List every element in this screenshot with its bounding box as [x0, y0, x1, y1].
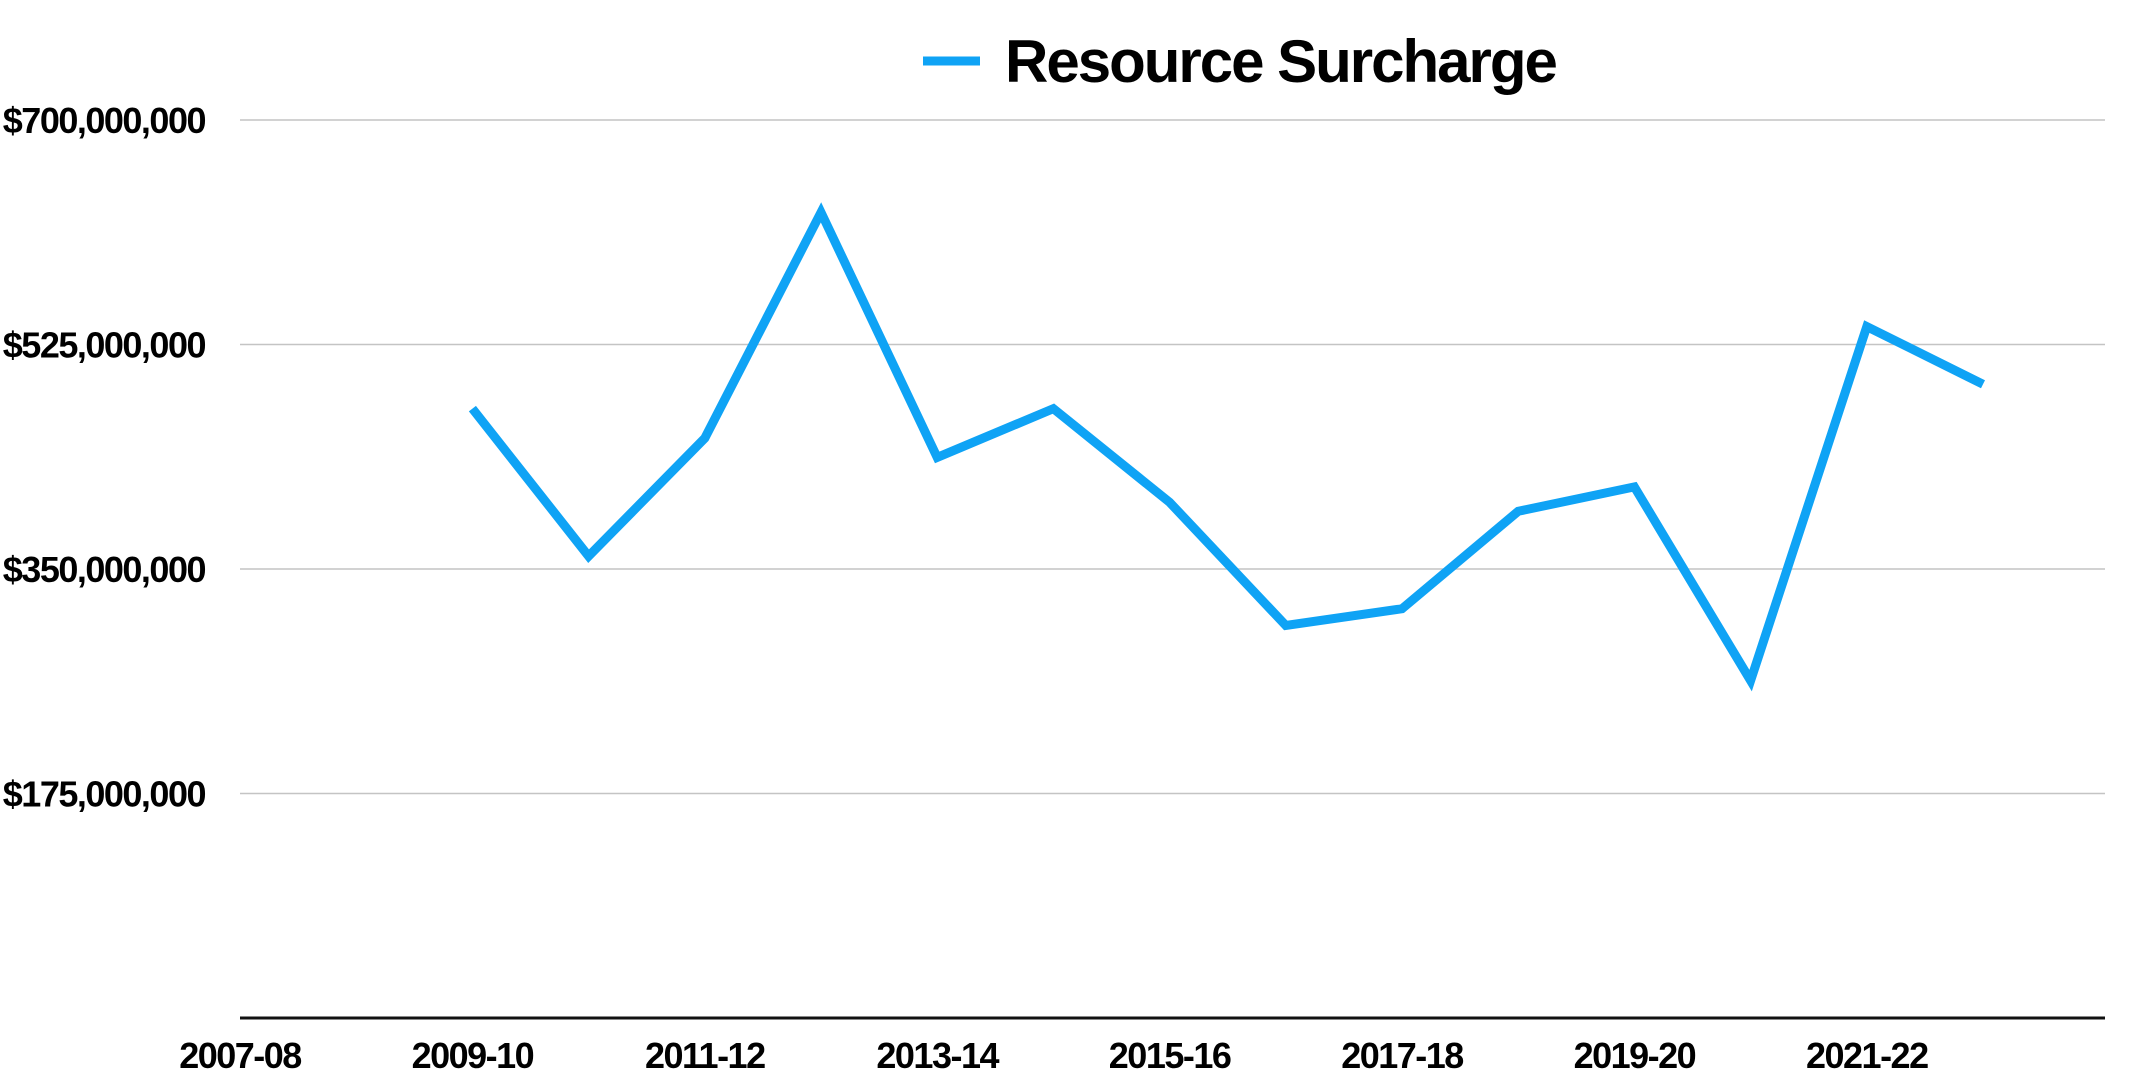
- y-axis-tick-labels: $175,000,000 $350,000,000 $525,000,000 $700…: [3, 100, 207, 815]
- x-tick-label: 2011-12: [645, 1035, 765, 1076]
- gridlines: [240, 119, 2105, 795]
- x-tick-label: 2013-14: [876, 1035, 999, 1076]
- y-tick-label: $700,000,000: [3, 100, 206, 141]
- y-tick-label: $350,000,000: [3, 549, 206, 590]
- series-lines: [468, 202, 1986, 692]
- x-tick-label: 2009-10: [412, 1035, 534, 1076]
- y-tick-label: $525,000,000: [3, 325, 206, 366]
- x-tick-label: 2017-18: [1341, 1035, 1463, 1076]
- y-tick-label: $175,000,000: [3, 774, 206, 815]
- legend-label-resource-surcharge: Resource Surcharge: [1005, 28, 1557, 95]
- series-line-resource-surcharge: [468, 202, 1986, 692]
- legend: Resource Surcharge: [923, 28, 1559, 95]
- x-tick-label: 2015-16: [1109, 1035, 1231, 1076]
- x-tick-label: 2021-22: [1806, 1035, 1928, 1076]
- x-axis-tick-labels: 2007-08 2009-10 2011-12 2013-14 2015-16 2017-…: [179, 1035, 1929, 1076]
- x-tick-label: 2007-08: [179, 1035, 301, 1076]
- x-tick-label: 2019-20: [1574, 1035, 1696, 1076]
